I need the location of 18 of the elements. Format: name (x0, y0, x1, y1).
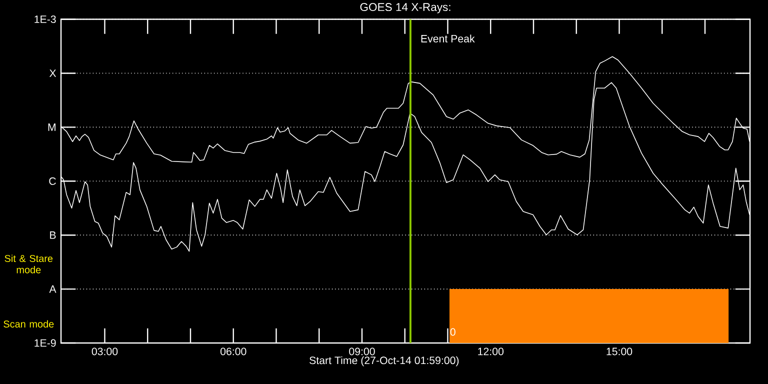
y-tick-label: 1E-3 (34, 16, 56, 24)
x-tick-label: 09:00 (349, 348, 375, 356)
y-tick-label: M (48, 124, 56, 131)
y-tick-label: X (49, 70, 56, 77)
annotation: 0 (450, 328, 456, 336)
y-tick-label: C (49, 177, 56, 185)
text: Sit & Stare mode (4, 254, 53, 274)
ref-line-label: Event Peak (421, 34, 475, 42)
x-tick-label: 03:00 (92, 348, 118, 356)
x-tick-label: 15:00 (606, 348, 632, 356)
chart-title: GOES 14 X-Rays: (360, 3, 450, 14)
y-tick-label: 1E-9 (34, 339, 56, 347)
text: Scan mode (4, 320, 54, 328)
y-tick-label: B (50, 231, 56, 239)
x-tick-label: 06:00 (220, 348, 246, 356)
y-tick-label: A (49, 285, 56, 293)
x-tick-label: 12:00 (478, 348, 504, 356)
x-axis-title: Start Time (27-Oct-14 01:59:00) (310, 356, 459, 366)
